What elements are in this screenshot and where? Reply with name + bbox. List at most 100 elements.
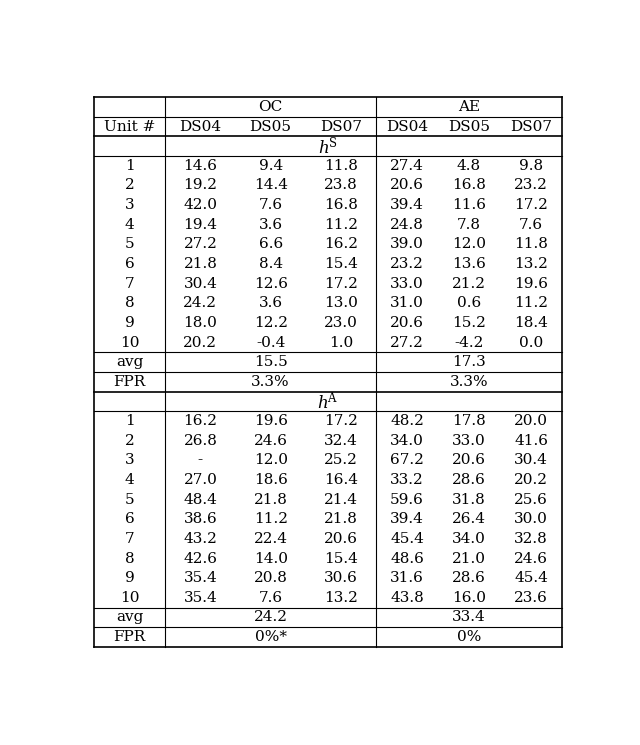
Text: 23.2: 23.2	[514, 179, 548, 192]
Text: 1: 1	[125, 159, 134, 173]
Text: 16.8: 16.8	[452, 179, 486, 192]
Text: 1: 1	[125, 414, 134, 428]
Text: 24.2: 24.2	[184, 297, 218, 310]
Text: 25.6: 25.6	[514, 492, 548, 507]
Text: 31.6: 31.6	[390, 571, 424, 585]
Text: 3.6: 3.6	[259, 297, 283, 310]
Text: 9: 9	[125, 571, 134, 585]
Text: 25.2: 25.2	[324, 454, 358, 467]
Text: 24.6: 24.6	[253, 434, 287, 448]
Text: 16.4: 16.4	[324, 473, 358, 487]
Text: 7.6: 7.6	[259, 591, 283, 605]
Text: 4: 4	[125, 473, 134, 487]
Text: 31.0: 31.0	[390, 297, 424, 310]
Text: 21.8: 21.8	[253, 492, 287, 507]
Text: -0.4: -0.4	[256, 335, 285, 349]
Text: 16.2: 16.2	[184, 414, 218, 428]
Text: 5: 5	[125, 492, 134, 507]
Text: DS04: DS04	[386, 119, 428, 133]
Text: 39.4: 39.4	[390, 513, 424, 526]
Text: -4.2: -4.2	[454, 335, 484, 349]
Text: 27.2: 27.2	[390, 335, 424, 349]
Text: 10: 10	[120, 335, 140, 349]
Text: 17.2: 17.2	[514, 198, 548, 212]
Text: 21.0: 21.0	[452, 551, 486, 565]
Text: 12.0: 12.0	[253, 454, 287, 467]
Text: 3: 3	[125, 454, 134, 467]
Text: 19.6: 19.6	[514, 276, 548, 291]
Text: 21.8: 21.8	[184, 257, 218, 271]
Text: 38.6: 38.6	[184, 513, 217, 526]
Text: 12.0: 12.0	[452, 238, 486, 251]
Text: 18.4: 18.4	[514, 316, 548, 330]
Text: 16.8: 16.8	[324, 198, 358, 212]
Text: 15.5: 15.5	[254, 355, 287, 370]
Text: 23.2: 23.2	[390, 257, 424, 271]
Text: $\mathbf{\it{h}}^\mathrm{S}$: $\mathbf{\it{h}}^\mathrm{S}$	[318, 136, 338, 157]
Text: Unit #: Unit #	[104, 119, 156, 133]
Text: 9.4: 9.4	[259, 159, 283, 173]
Text: 32.8: 32.8	[514, 532, 548, 546]
Text: 16.2: 16.2	[324, 238, 358, 251]
Text: 26.8: 26.8	[184, 434, 218, 448]
Text: 32.4: 32.4	[324, 434, 358, 448]
Text: 20.2: 20.2	[514, 473, 548, 487]
Text: 21.4: 21.4	[324, 492, 358, 507]
Text: 6: 6	[125, 513, 134, 526]
Text: 7: 7	[125, 532, 134, 546]
Text: 33.2: 33.2	[390, 473, 424, 487]
Text: 8: 8	[125, 297, 134, 310]
Text: 21.8: 21.8	[324, 513, 358, 526]
Text: AE: AE	[458, 100, 480, 114]
Text: 7.8: 7.8	[457, 218, 481, 232]
Text: 8: 8	[125, 551, 134, 565]
Text: 48.2: 48.2	[390, 414, 424, 428]
Text: 30.4: 30.4	[184, 276, 218, 291]
Text: 27.4: 27.4	[390, 159, 424, 173]
Text: 3.3%: 3.3%	[252, 375, 290, 389]
Text: avg: avg	[116, 355, 143, 370]
Text: OC: OC	[259, 100, 283, 114]
Text: 31.8: 31.8	[452, 492, 486, 507]
Text: 23.0: 23.0	[324, 316, 358, 330]
Text: 11.2: 11.2	[324, 218, 358, 232]
Text: 24.6: 24.6	[514, 551, 548, 565]
Text: 48.4: 48.4	[184, 492, 218, 507]
Text: 67.2: 67.2	[390, 454, 424, 467]
Text: 30.6: 30.6	[324, 571, 358, 585]
Text: 2: 2	[125, 434, 134, 448]
Text: 17.3: 17.3	[452, 355, 486, 370]
Text: 15.4: 15.4	[324, 257, 358, 271]
Text: 33.0: 33.0	[390, 276, 424, 291]
Text: 28.6: 28.6	[452, 473, 486, 487]
Text: 11.8: 11.8	[324, 159, 358, 173]
Text: 27.0: 27.0	[184, 473, 218, 487]
Text: 45.4: 45.4	[390, 532, 424, 546]
Text: 28.6: 28.6	[452, 571, 486, 585]
Text: 7.6: 7.6	[259, 198, 283, 212]
Text: 13.2: 13.2	[324, 591, 358, 605]
Text: 33.0: 33.0	[452, 434, 486, 448]
Text: $\mathbf{\it{h}}^\mathrm{A}$: $\mathbf{\it{h}}^\mathrm{A}$	[317, 390, 339, 413]
Text: 17.2: 17.2	[324, 414, 358, 428]
Text: 30.4: 30.4	[514, 454, 548, 467]
Text: 13.0: 13.0	[324, 297, 358, 310]
Text: 42.0: 42.0	[184, 198, 218, 212]
Text: 20.0: 20.0	[514, 414, 548, 428]
Text: 6: 6	[125, 257, 134, 271]
Text: 20.8: 20.8	[253, 571, 287, 585]
Text: 42.6: 42.6	[184, 551, 218, 565]
Text: 24.8: 24.8	[390, 218, 424, 232]
Text: 34.0: 34.0	[452, 532, 486, 546]
Text: 10: 10	[120, 591, 140, 605]
Text: 11.2: 11.2	[514, 297, 548, 310]
Text: 39.4: 39.4	[390, 198, 424, 212]
Text: 16.0: 16.0	[452, 591, 486, 605]
Text: 35.4: 35.4	[184, 571, 217, 585]
Text: 43.8: 43.8	[390, 591, 424, 605]
Text: 0.0: 0.0	[519, 335, 543, 349]
Text: avg: avg	[116, 610, 143, 624]
Text: 15.2: 15.2	[452, 316, 486, 330]
Text: 18.6: 18.6	[253, 473, 287, 487]
Text: 48.6: 48.6	[390, 551, 424, 565]
